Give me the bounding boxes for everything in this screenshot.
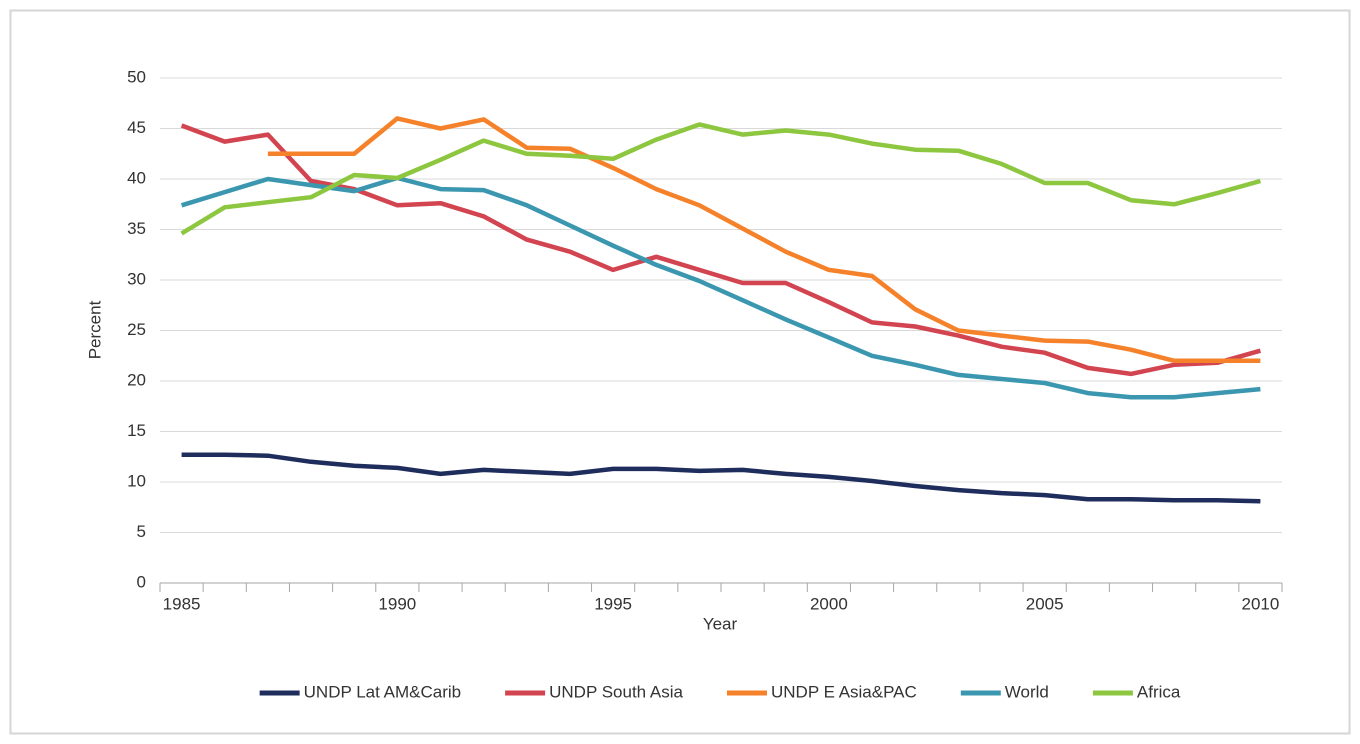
legend-label: UNDP E Asia&PAC (771, 682, 917, 701)
series-line (180, 122, 1262, 236)
x-tick-label: 1995 (594, 594, 632, 613)
x-axis-label: Year (703, 614, 738, 633)
series-line (181, 452, 1261, 504)
x-tick-label: 2005 (1026, 594, 1064, 613)
y-tick-label: 20 (127, 370, 146, 389)
y-axis-label: Percent (85, 300, 104, 359)
legend-label: UNDP Lat AM&Carib (304, 682, 461, 701)
y-tick-label: 10 (127, 471, 146, 490)
x-tick-label: 1985 (163, 594, 201, 613)
x-tick-label: 2010 (1242, 594, 1280, 613)
y-tick-label: 40 (127, 168, 146, 187)
y-tick-label: 35 (127, 219, 146, 238)
y-tick-label: 30 (127, 269, 146, 288)
y-tick-label: 15 (127, 421, 146, 440)
y-tick-label: 25 (127, 320, 146, 339)
y-tick-label: 50 (127, 67, 146, 86)
y-tick-label: 5 (137, 522, 146, 541)
y-tick-label: 45 (127, 118, 146, 137)
legend-label: World (1005, 682, 1049, 701)
x-tick-label: 1990 (378, 594, 416, 613)
legend-label: Africa (1137, 682, 1181, 701)
series-line (267, 116, 1261, 364)
series-line (180, 123, 1262, 377)
legend-label: UNDP South Asia (549, 682, 683, 701)
x-tick-label: 2000 (810, 594, 848, 613)
series-line (180, 175, 1261, 400)
y-tick-label: 0 (137, 572, 146, 591)
